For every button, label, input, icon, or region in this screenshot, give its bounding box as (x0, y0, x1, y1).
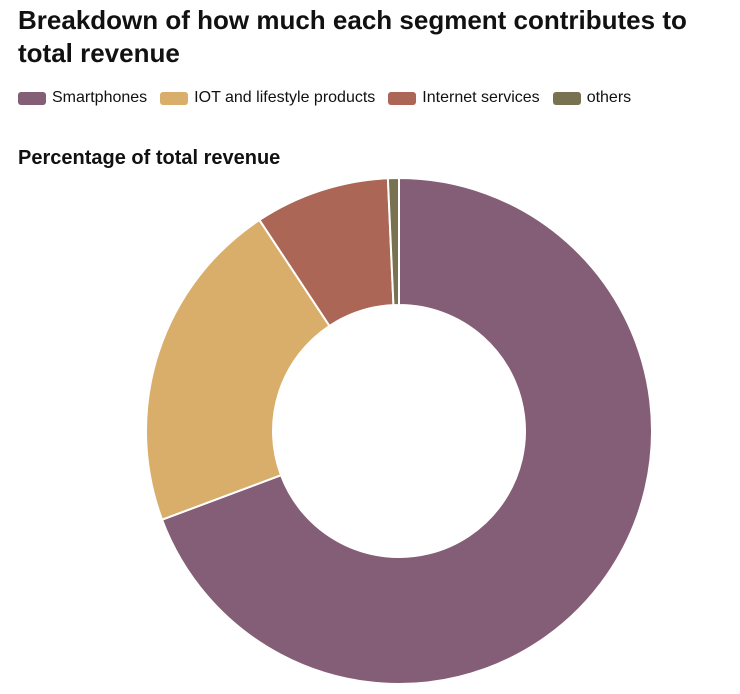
legend-label: IOT and lifestyle products (194, 89, 376, 106)
legend-label: Smartphones (52, 89, 148, 106)
legend-swatch (388, 91, 417, 105)
donut-slice-smartphones (160, 176, 653, 685)
legend-item: Internet services (388, 88, 540, 108)
legend-item: Smartphones (18, 88, 147, 108)
legend-swatch (160, 91, 189, 105)
legend: Smartphones IOT and lifestyle products Int… (18, 88, 631, 108)
legend-item: others (552, 88, 632, 108)
legend-swatch (552, 91, 581, 105)
legend-swatch (18, 91, 46, 105)
chart-title: Breakdown of how much each segment contr… (18, 5, 687, 68)
legend-label: Internet services (422, 89, 540, 106)
donut-slice-others (386, 176, 400, 307)
legend-label: others (586, 89, 632, 106)
legend-item: IOT and lifestyle products (160, 88, 375, 108)
chart-subtitle: Percentage of total revenue (18, 147, 281, 169)
donut-slice-iot-and-lifestyle-products (145, 218, 331, 521)
